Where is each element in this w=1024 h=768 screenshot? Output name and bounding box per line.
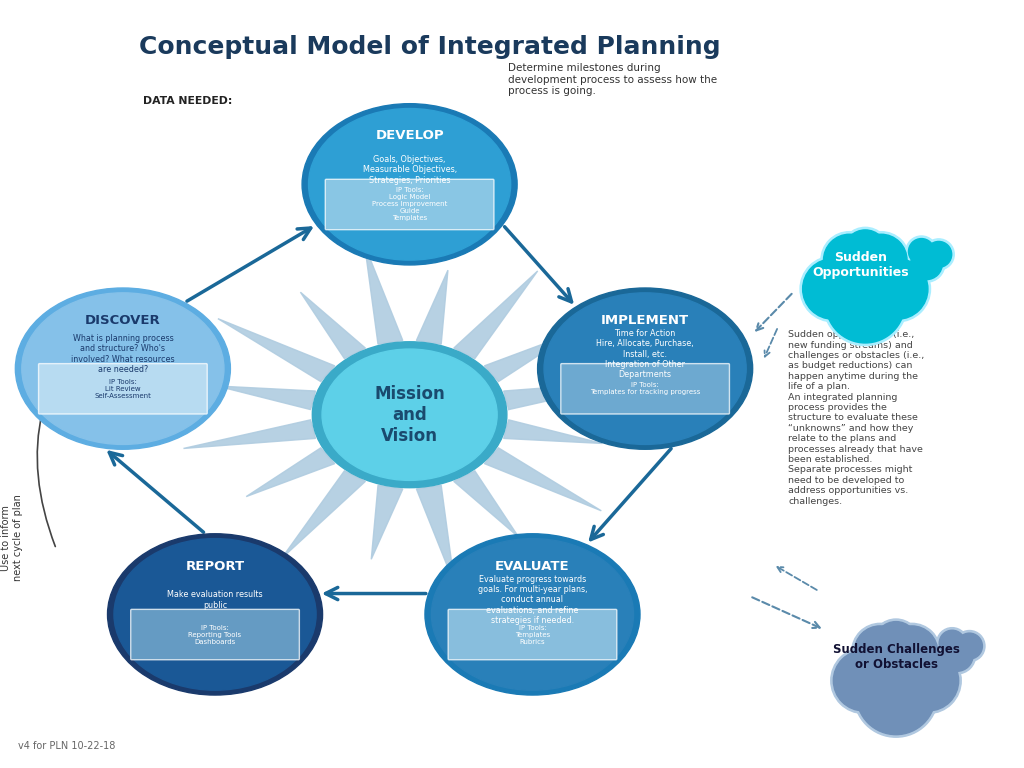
FancyBboxPatch shape: [449, 609, 616, 660]
Ellipse shape: [538, 288, 753, 449]
Text: IP Tools:
Logic Model
Process Improvement
Guide
Templates: IP Tools: Logic Model Process Improvemen…: [372, 187, 447, 221]
FancyBboxPatch shape: [326, 179, 494, 230]
Text: Mission
and
Vision: Mission and Vision: [374, 385, 445, 445]
Ellipse shape: [22, 293, 224, 445]
Circle shape: [853, 232, 909, 289]
Circle shape: [841, 227, 890, 276]
Text: Sudden opportunities (i.e.,
new funding streams) and
challenges or obstacles (i.: Sudden opportunities (i.e., new funding …: [788, 330, 925, 505]
Ellipse shape: [431, 538, 634, 690]
Circle shape: [926, 241, 951, 267]
Circle shape: [908, 239, 934, 264]
Text: IP Tools:
Templates
Rubrics: IP Tools: Templates Rubrics: [515, 624, 550, 644]
Circle shape: [939, 631, 966, 656]
Text: IP Tools:
Templates for tracking progress: IP Tools: Templates for tracking progres…: [590, 382, 700, 396]
Text: What is planning process
and structure? Who's
involved? What resources
are neede: What is planning process and structure? …: [71, 334, 175, 374]
Circle shape: [924, 239, 954, 270]
Circle shape: [954, 631, 985, 662]
Circle shape: [830, 648, 896, 713]
Circle shape: [906, 236, 937, 267]
Ellipse shape: [312, 342, 507, 488]
Text: Time for Action
Hire, Allocate, Purchase,
Install, etc.
Integration of Other
Dep: Time for Action Hire, Allocate, Purchase…: [596, 329, 694, 379]
Circle shape: [854, 626, 906, 678]
Circle shape: [871, 619, 921, 667]
Polygon shape: [417, 270, 447, 344]
Ellipse shape: [322, 349, 498, 481]
Text: Determine milestones during
development process to assess how the
process is goi: Determine milestones during development …: [508, 63, 717, 96]
Ellipse shape: [114, 538, 316, 690]
Circle shape: [910, 248, 942, 280]
Circle shape: [821, 232, 878, 289]
Text: IP Tools:
Reporting Tools
Dashboards: IP Tools: Reporting Tools Dashboards: [188, 624, 242, 644]
Ellipse shape: [108, 534, 323, 695]
Ellipse shape: [15, 288, 230, 449]
FancyBboxPatch shape: [39, 363, 207, 414]
Ellipse shape: [302, 104, 517, 265]
Polygon shape: [504, 381, 636, 409]
Polygon shape: [246, 448, 335, 497]
Text: Sudden
Opportunities: Sudden Opportunities: [812, 251, 908, 280]
Circle shape: [865, 257, 931, 322]
Circle shape: [937, 627, 968, 659]
Circle shape: [898, 650, 958, 711]
Text: v4 for PLN 10-22-18: v4 for PLN 10-22-18: [18, 741, 116, 751]
Circle shape: [854, 653, 938, 737]
Circle shape: [941, 640, 973, 671]
Circle shape: [844, 230, 887, 273]
Circle shape: [823, 234, 876, 286]
Polygon shape: [454, 471, 519, 538]
Circle shape: [852, 624, 908, 680]
Ellipse shape: [308, 108, 511, 260]
Circle shape: [874, 621, 918, 665]
Polygon shape: [484, 448, 601, 511]
FancyBboxPatch shape: [561, 363, 729, 414]
Polygon shape: [217, 386, 315, 409]
Polygon shape: [365, 245, 402, 344]
Circle shape: [803, 259, 863, 319]
Text: Evaluate progress towards
goals. For multi-year plans,
conduct annual
evaluation: Evaluate progress towards goals. For mul…: [478, 574, 587, 625]
Text: Conceptual Model of Integrated Planning: Conceptual Model of Integrated Planning: [139, 35, 721, 58]
Polygon shape: [504, 420, 602, 443]
Polygon shape: [454, 271, 538, 359]
Circle shape: [825, 263, 905, 343]
Text: Sudden Challenges
or Obstacles: Sudden Challenges or Obstacles: [833, 643, 959, 671]
Polygon shape: [417, 485, 455, 584]
Text: IP Tools:
Lit Review
Self-Assessment: IP Tools: Lit Review Self-Assessment: [94, 379, 152, 399]
Circle shape: [884, 624, 940, 680]
Text: Make evaluation results
public: Make evaluation results public: [167, 590, 263, 610]
Circle shape: [856, 655, 936, 735]
Text: DATA NEEDED:: DATA NEEDED:: [143, 96, 232, 106]
Circle shape: [939, 637, 976, 674]
Circle shape: [956, 633, 982, 659]
Circle shape: [908, 245, 945, 282]
Circle shape: [867, 259, 928, 319]
Text: EVALUATE: EVALUATE: [496, 560, 569, 572]
Polygon shape: [372, 485, 402, 559]
Text: DEVELOP: DEVELOP: [375, 130, 444, 142]
Circle shape: [823, 261, 907, 346]
Circle shape: [855, 234, 907, 286]
Polygon shape: [183, 420, 315, 449]
Text: Use to inform
next cycle of plan: Use to inform next cycle of plan: [1, 494, 24, 581]
Polygon shape: [218, 319, 335, 382]
Circle shape: [834, 650, 894, 711]
Text: REPORT: REPORT: [185, 560, 245, 572]
Circle shape: [800, 257, 865, 322]
Text: IMPLEMENT: IMPLEMENT: [601, 314, 689, 326]
Circle shape: [896, 648, 962, 713]
Ellipse shape: [425, 534, 640, 695]
Ellipse shape: [544, 293, 746, 445]
Polygon shape: [300, 292, 366, 359]
Polygon shape: [484, 333, 573, 382]
Text: Goals, Objectives,
Measurable Objectives,
Strategies, Priorities: Goals, Objectives, Measurable Objectives…: [362, 155, 457, 185]
Text: DISCOVER: DISCOVER: [85, 314, 161, 326]
Circle shape: [886, 626, 938, 678]
Polygon shape: [282, 471, 366, 558]
FancyBboxPatch shape: [131, 609, 299, 660]
